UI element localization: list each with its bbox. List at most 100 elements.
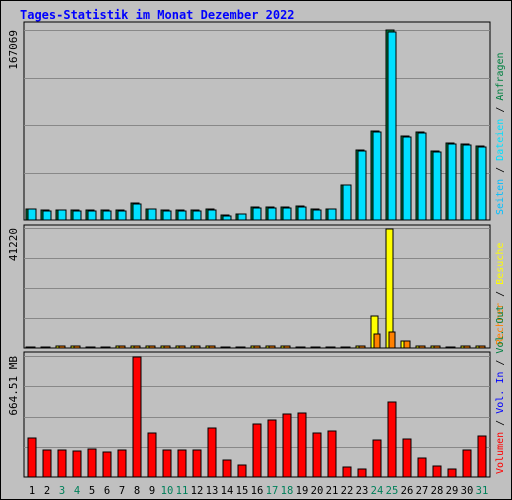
bar-rechner-day-22 [343,346,351,349]
bar-rechner-day-20 [313,346,321,349]
bar-rechner-day-6 [103,346,111,349]
day-label-17: 17 [266,485,279,497]
day-label-12: 12 [191,485,204,497]
bar-rechner-day-19 [298,346,306,349]
day-label-4: 4 [74,485,80,497]
bar-volumen-day-7 [117,449,127,478]
bar-rechner-day-9 [148,345,156,349]
bar-dateien-day-12 [192,210,202,221]
bar-rechner-day-29 [448,346,456,349]
bar-volumen-day-26 [402,438,412,478]
bar-volumen-day-13 [207,427,217,478]
day-label-7: 7 [119,485,125,497]
bar-rechner-day-12 [193,345,201,349]
bar-dateien-day-10 [162,210,172,221]
bar-dateien-day-15 [237,213,247,221]
bar-dateien-day-2 [42,210,52,221]
volume-max-label: 664.51 MB [7,356,20,416]
bar-volumen-day-18 [282,413,292,478]
bar-dateien-day-13 [207,209,217,221]
bar-rechner-day-14 [223,346,231,349]
bar-volumen-day-16 [252,423,262,478]
day-tick-labels: 1 2 3 4 5 6 7 8 9 10 11 12 13 14 15 16 17 18 19 20 21 22 23 24 2… [29,485,488,497]
bar-volumen-day-28 [432,465,442,478]
bar-dateien-day-11 [177,210,187,221]
day-label-2: 2 [44,485,50,497]
bar-volumen-day-17 [267,419,277,478]
bar-dateien-day-7 [117,210,127,221]
bar-dateien-day-8 [132,203,142,221]
bar-rechner-day-30 [463,345,471,349]
panel-background [23,224,491,349]
svg-text:Volumen / Vol. In / Vol. Out: Volumen / Vol. In / Vol. Out [495,305,506,474]
bar-dateien-day-5 [87,210,97,221]
legend-besuche: Besuche [495,243,506,285]
bar-rechner-day-13 [208,345,216,349]
bar-volumen-day-14 [222,459,232,478]
bar-rechner-day-17 [268,345,276,349]
day-label-27: 27 [416,485,429,497]
day-label-9: 9 [149,485,155,497]
bar-dateien-day-21 [327,208,337,221]
day-label-28: 28 [431,485,444,497]
bar-dateien-day-28 [432,151,442,221]
requests-panel [23,21,491,221]
bar-rechner-day-31 [478,345,486,349]
bar-dateien-day-9 [147,208,157,221]
bar-rechner-day-28 [433,345,441,349]
bar-rechner-day-24 [373,333,381,349]
bar-rechner-day-8 [133,345,141,349]
legend-dateien: Dateien [495,119,506,161]
bar-rechner-day-11 [178,345,186,349]
bar-dateien-day-27 [417,132,427,221]
day-label-24: 24 [371,485,384,497]
bar-volumen-day-23 [357,468,367,478]
legend-volume: Volumen / Vol. In / Vol. Out [495,305,506,474]
bar-rechner-day-23 [358,345,366,349]
bar-rechner-day-21 [328,346,336,349]
bar-dateien-day-1 [27,208,37,221]
bar-dateien-day-29 [447,143,457,221]
bar-dateien-day-25 [387,31,397,221]
day-label-5: 5 [89,485,95,497]
bar-rechner-day-26 [403,340,411,349]
day-label-6: 6 [104,485,110,497]
visits-panel [23,224,491,349]
day-label-10: 10 [161,485,174,497]
bar-volumen-day-2 [42,449,52,478]
bar-dateien-day-22 [342,184,352,221]
bar-rechner-day-7 [118,345,126,349]
day-label-22: 22 [341,485,354,497]
day-label-3: 3 [59,485,65,497]
bar-dateien-day-14 [222,215,232,221]
legend-vol-in: Vol. In [495,372,506,414]
bar-volumen-day-12 [192,449,202,478]
day-label-26: 26 [401,485,414,497]
legend-requests: Seiten / Dateien / Anfragen [495,52,506,215]
day-label-18: 18 [281,485,294,497]
bar-besuche-day-25 [385,228,394,349]
bar-volumen-day-29 [447,468,457,478]
bar-dateien-day-23 [357,150,367,221]
day-label-23: 23 [356,485,369,497]
bar-dateien-day-26 [402,136,412,221]
bar-dateien-day-20 [312,209,322,221]
day-label-14: 14 [221,485,234,497]
bar-dateien-day-17 [267,207,277,221]
bar-volumen-day-3 [57,449,67,478]
bar-rechner-day-10 [163,345,171,349]
bar-volumen-day-21 [327,430,337,478]
bar-dateien-day-6 [102,210,112,221]
day-label-29: 29 [446,485,459,497]
bar-volumen-day-4 [72,450,82,478]
bar-rechner-day-25 [388,331,396,349]
bar-dateien-day-18 [282,207,292,221]
bar-rechner-day-18 [283,345,291,349]
bar-rechner-day-3 [58,345,66,349]
day-label-21: 21 [326,485,339,497]
bar-volumen-day-9 [147,432,157,478]
panel-background [23,21,491,221]
legend-anfragen: Anfragen [495,52,506,100]
legend-seiten: Seiten [495,179,506,215]
legend-visits: Rechner / Besuche [495,243,506,345]
